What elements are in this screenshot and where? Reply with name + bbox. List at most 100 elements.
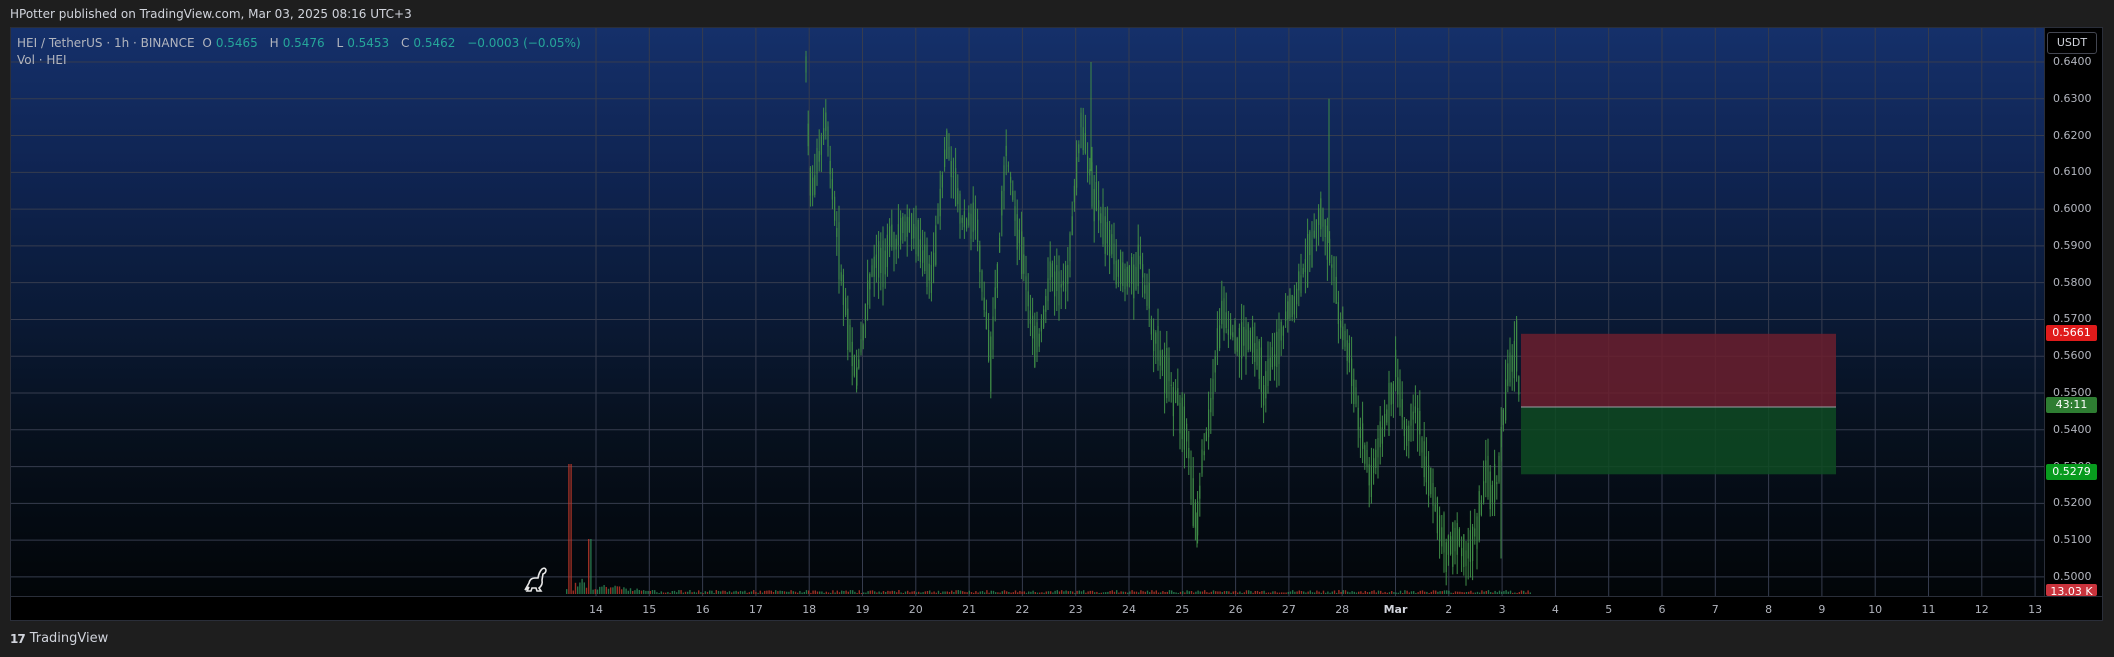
candle-body [1487,455,1489,498]
candle-body [1227,329,1229,335]
candle-body [1113,243,1115,265]
volume-legend[interactable]: Vol · HEI [17,53,67,67]
candle-body [961,217,963,223]
volume-bar [865,592,867,594]
candle-body [1271,347,1273,368]
time-label: 27 [1281,603,1296,616]
volume-bar [1391,590,1393,594]
volume-bar [1327,591,1329,594]
time-scale[interactable]: 14 15 16 17 18 19 20 21 22 23 24 25 26 27 28 Mar 2 3 4 5 6 7 8… [11,596,2102,620]
volume-bar [662,592,665,594]
volume-bar [995,592,997,594]
volume-bar [887,590,889,594]
dino-icon[interactable] [521,563,549,593]
volume-bar [1421,590,1424,594]
candle-body [1073,185,1075,203]
volume-bar [1388,592,1391,594]
volume-bar [827,592,830,594]
volume-bar [654,590,656,594]
price-label: 0.5600 [2053,349,2092,363]
volume-bar [1091,590,1094,594]
volume-bar [867,591,869,594]
volume-bar [1382,592,1384,594]
candle-body [1084,133,1086,154]
price-label: 0.5500 [2053,386,2092,400]
volume-bar [1305,592,1307,594]
candle-body [1392,383,1394,404]
candle-body [829,160,831,175]
volume-bar [1494,590,1496,594]
volume-bar [588,539,590,594]
candle-body [1082,127,1084,151]
volume-bar [803,591,805,594]
candle-body [1454,527,1456,552]
candlestick-chart[interactable] [11,28,2044,596]
volume-bar [845,590,847,594]
volume-bar [821,591,823,594]
volume-bar [1043,592,1045,594]
candle-body [805,56,807,73]
candle-body [882,240,884,288]
volume-bar [1274,591,1276,594]
candle-body [1322,209,1324,227]
tradingview-brand[interactable]: 17 TradingView [10,631,108,646]
candle-body [1049,261,1051,281]
volume-bar [1402,592,1404,594]
volume-bar [1459,591,1461,594]
volume-bar [739,590,742,594]
symbol-name[interactable]: HEI / TetherUS · 1h · BINANCE [17,36,195,50]
candle-body [1122,262,1124,287]
currency-button[interactable]: USDT [2047,32,2097,54]
candle-body [1036,322,1038,353]
volume-bar [583,582,585,594]
volume-bar [944,591,946,594]
candle-body [1093,189,1095,222]
volume-bar [1476,591,1479,594]
candle-body [1355,387,1357,404]
candle-body [891,224,893,248]
candle-body [1201,449,1203,474]
volume-bar [904,591,907,594]
candle-body [1021,231,1023,275]
volume-bars [566,464,1531,594]
volume-bar [1426,591,1428,594]
volume-bar [1503,591,1505,594]
volume-bar [1377,590,1380,594]
volume-bar [1006,591,1008,594]
candle-body [1276,331,1278,368]
time-label: 19 [855,603,870,616]
candle-body [1001,190,1003,216]
candle-body [1315,219,1317,239]
volume-bar [1212,590,1215,594]
volume-bar [1072,591,1074,594]
volume-bar [1120,591,1122,594]
candle-body [895,238,897,250]
volume-bar [1386,592,1388,594]
candle-body [1509,352,1511,383]
volume-bar [909,592,911,594]
price-label: 0.5000 [2053,569,2092,583]
volume-bar [1375,592,1377,594]
price-scale[interactable]: USDT 0.6400 0.6300 0.6200 0.6100 0.6000 0.590… [2044,28,2102,596]
brand-name: TradingView [29,631,109,646]
candle-body [968,212,970,226]
candle-body [1142,264,1144,278]
volume-bar [1239,591,1241,594]
volume-bar [1285,592,1287,594]
volume-bar [1474,592,1476,594]
candle-body [1234,320,1236,351]
time-label: 18 [802,603,817,616]
volume-bar [964,591,966,594]
candle-body [1417,407,1419,431]
volume-bar [841,590,843,594]
volume-bar [1520,590,1523,594]
candle-body [851,341,853,367]
time-label: 11 [1921,603,1936,616]
candle-body [972,202,974,232]
volume-bar [1439,591,1441,594]
volume-bar [1428,592,1430,594]
candle-body [1126,266,1128,287]
volume-bar [1008,591,1010,594]
